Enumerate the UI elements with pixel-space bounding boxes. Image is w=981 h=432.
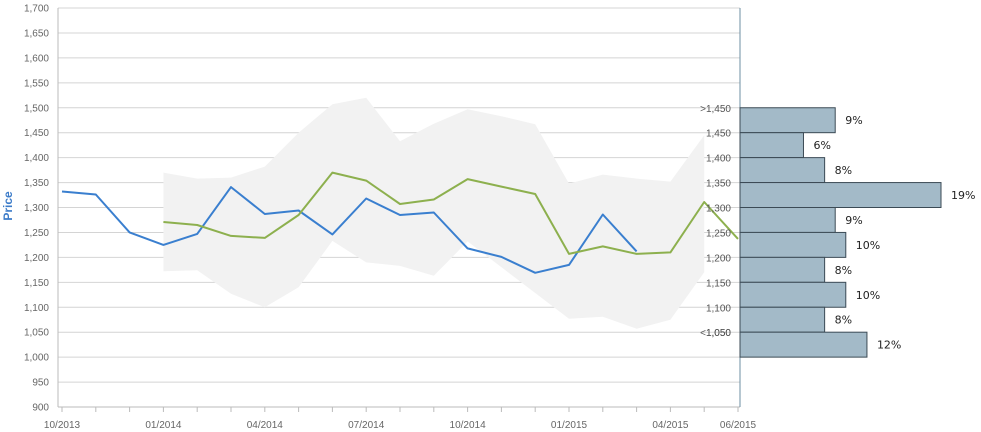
distribution-histogram: 9% >1,450 6% 1,450 8% 1,400 19% 1,350 9% 1,300 10%… [700,104,975,358]
histogram-bin-label: 1,400 [706,154,731,165]
y-tick-label: 1,650 [24,28,49,39]
x-tick-label: 07/2014 [348,420,385,431]
histogram-bar [739,281,847,308]
x-tick-label: 10/2014 [450,420,487,431]
y-tick-label: 1,700 [24,4,49,15]
histogram-bar [739,231,847,258]
histogram-bar [739,132,804,159]
histogram-bar [739,182,942,208]
histogram-bar [739,157,826,184]
histogram-bin-label: 1,300 [706,204,731,215]
x-tick-label: 06/2015 [720,420,757,431]
histogram-bin-label: 1,150 [706,278,731,289]
histogram-bin-label: 1,450 [706,129,731,140]
y-tick-label: 1,300 [24,203,49,214]
histogram-bin-label: 1,050 [706,328,731,339]
y-tick-label: 1,100 [24,303,49,314]
series-line-1 [61,186,638,274]
histogram-percent-label: 10% [856,289,880,302]
series-lines [61,171,739,274]
histogram-percent-label: 19% [951,189,975,202]
y-axis-label: Price [1,191,15,221]
histogram-bin-label: <1,050 [700,328,731,339]
y-tick-label: 1,600 [24,53,49,64]
x-tick-label: 01/2014 [145,420,182,431]
histogram-percent-label: 9% [845,114,862,127]
y-tick-label: 1,150 [24,278,49,289]
histogram-percent-label: 8% [835,164,852,177]
y-tick-label: 1,200 [24,253,49,264]
histogram-bar [739,331,868,358]
histogram-bar [739,306,826,333]
grid-lines [58,7,740,408]
y-tick-label: 1,050 [24,328,49,339]
y-tick-label: 1,000 [24,353,49,364]
histogram-percent-label: 8% [835,314,852,327]
x-tick-label: 01/2015 [551,420,588,431]
x-tick-labels: 10/2013 01/2014 04/2014 07/2014 10/2014 01/20… [44,420,757,431]
histogram-percent-label: 8% [835,264,852,277]
histogram-bin-label: 1,100 [706,303,731,314]
histogram-bar [739,207,836,233]
histogram-percent-label: 12% [877,339,901,352]
y-tick-label: 900 [32,403,49,414]
y-tick-label: 1,350 [24,178,49,189]
x-tick-label: 04/2015 [652,420,689,431]
y-tick-label: 1,450 [24,128,49,139]
y-tick-labels: 900 950 1,000 1,050 1,100 1,150 1,200 1,250 1,30… [24,4,49,414]
histogram-percent-label: 6% [813,139,830,152]
histogram-percent-label: 9% [845,214,862,227]
histogram-bin-label: >1,450 [700,104,731,115]
x-tick-label: 04/2014 [247,420,284,431]
y-tick-label: 1,250 [24,228,49,239]
y-tick-label: 1,500 [24,103,49,114]
x-tick-label: 10/2013 [44,420,81,431]
y-tick-label: 950 [32,378,49,389]
histogram-bin-label: 1,200 [706,253,731,264]
histogram-bar [739,107,836,134]
histogram-bin-label: 1,250 [706,228,731,239]
histogram-percent-label: 10% [856,239,880,252]
series-line-2 [163,171,739,255]
histogram-bar [739,256,826,283]
histogram-bin-label: 1,350 [706,179,731,190]
y-tick-label: 1,400 [24,153,49,164]
y-tick-label: 1,550 [24,78,49,89]
